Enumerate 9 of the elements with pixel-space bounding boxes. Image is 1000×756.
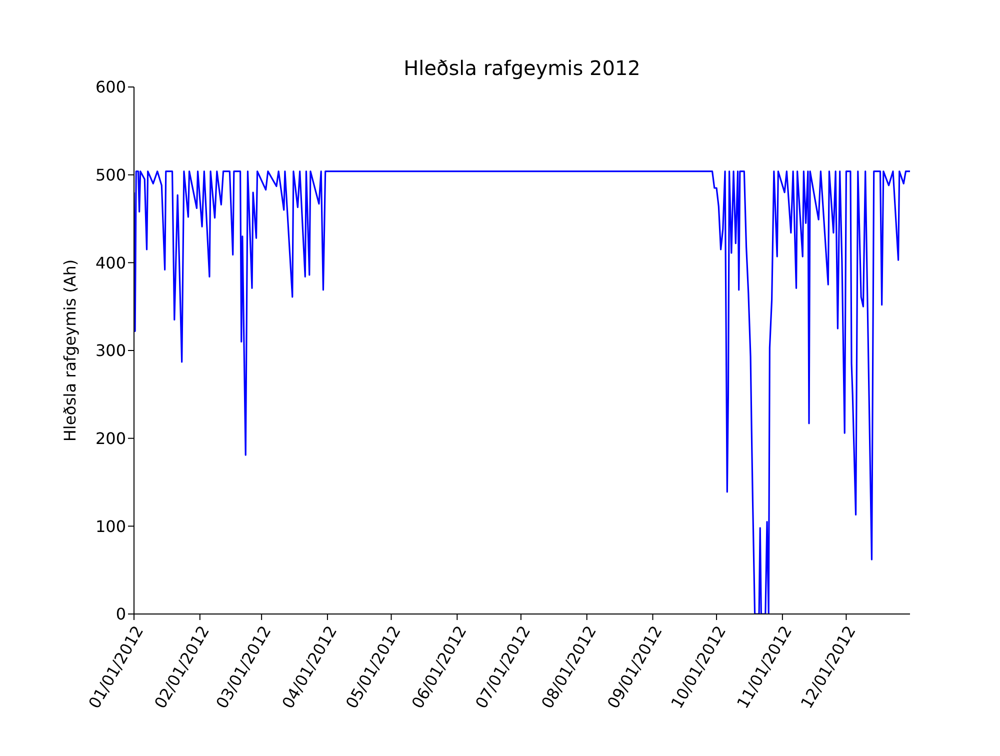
y-tick-label: 0 (116, 604, 126, 624)
y-tick-label: 200 (95, 429, 126, 448)
y-tick-label: 300 (95, 341, 126, 360)
y-tick-label: 100 (95, 516, 126, 536)
y-axis-title: Hleðsla rafgeymis (Ah) (60, 259, 80, 442)
y-tick-label: 600 (95, 78, 126, 97)
y-tick-label: 400 (95, 253, 126, 272)
chart-title: Hleðsla rafgeymis 2012 (402, 56, 642, 80)
y-tick-label: 500 (95, 166, 126, 185)
